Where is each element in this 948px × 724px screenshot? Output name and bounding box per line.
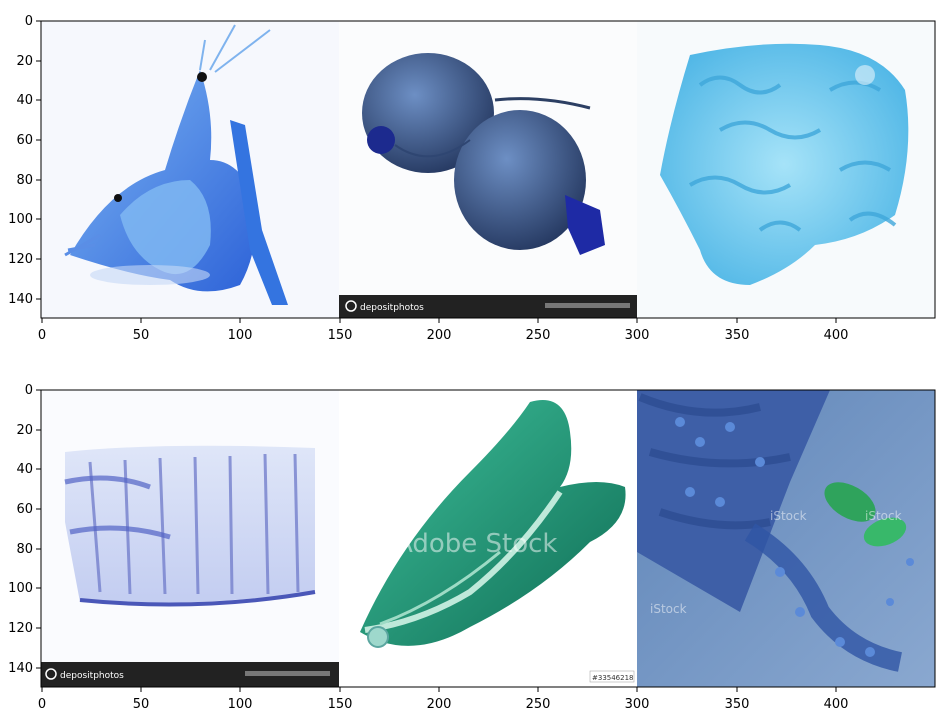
y-tick-label: 60 [16, 133, 33, 148]
y-tick-label: 80 [16, 173, 33, 188]
x-tick-label: 350 [725, 697, 750, 712]
x-axis: 0 50 100 150 200 250 300 350 400 [38, 687, 849, 712]
y-tick-label: 140 [8, 661, 33, 676]
x-tick-label: 0 [38, 697, 46, 712]
x-tick-label: 400 [824, 697, 849, 712]
top-axes: depositphotos 0 20 40 60 80 10 [8, 14, 936, 343]
x-axis: 0 50 100 150 200 250 300 350 400 [38, 318, 849, 343]
y-tick-label: 60 [16, 502, 33, 517]
x-tick-label: 150 [328, 697, 353, 712]
y-tick-label: 0 [25, 383, 33, 398]
x-tick-label: 200 [427, 697, 452, 712]
bottom-panel: depositphotos Adobe Stock #33546218 [0, 362, 948, 724]
x-tick-label: 250 [526, 328, 551, 343]
watermark-depositphotos: depositphotos [60, 671, 124, 681]
ribs-image: depositphotos [41, 390, 339, 687]
watermark-istock: iStock [770, 509, 807, 523]
y-tick-label: 20 [16, 423, 33, 438]
x-tick-label: 100 [228, 697, 253, 712]
y-tick-label: 40 [16, 462, 33, 477]
top-panel: depositphotos 0 20 40 60 80 10 [8, 14, 936, 343]
y-tick-label: 20 [16, 54, 33, 69]
pasta-image [637, 21, 935, 318]
y-tick-label: 80 [16, 542, 33, 557]
y-axis: 0 20 40 60 80 100 120 140 [8, 383, 41, 676]
x-tick-label: 100 [228, 328, 253, 343]
watermark-istock: iStock [650, 602, 687, 616]
x-tick-label: 300 [625, 697, 650, 712]
axes-frame [40, 389, 936, 688]
x-tick-label: 50 [133, 328, 150, 343]
stock-id: #33546218 [592, 674, 634, 682]
x-tick-label: 0 [38, 328, 46, 343]
x-tick-label: 150 [328, 328, 353, 343]
y-axis: 0 20 40 60 80 100 120 140 [8, 14, 41, 307]
watermark-istock: iStock [865, 509, 902, 523]
y-tick-label: 140 [8, 292, 33, 307]
x-tick-label: 50 [133, 697, 150, 712]
x-tick-label: 300 [625, 328, 650, 343]
y-tick-label: 120 [8, 621, 33, 636]
shrimp-image [41, 21, 339, 318]
axes-frame [40, 20, 936, 319]
lettuce-image: Adobe Stock #33546218 [339, 390, 637, 687]
watermark-depositphotos: depositphotos [360, 303, 424, 313]
y-tick-label: 40 [16, 93, 33, 108]
x-tick-label: 200 [427, 328, 452, 343]
y-tick-label: 100 [8, 581, 33, 596]
watermark-adobe: Adobe Stock [395, 529, 557, 559]
bottom-axes: depositphotos Adobe Stock #33546218 [8, 383, 936, 712]
x-tick-label: 400 [824, 328, 849, 343]
y-tick-label: 0 [25, 14, 33, 29]
beetroot-image: depositphotos [339, 21, 637, 318]
x-tick-label: 350 [725, 328, 750, 343]
lentils-image: iStock iStock iStock [637, 390, 935, 687]
y-tick-label: 120 [8, 252, 33, 267]
y-tick-label: 100 [8, 212, 33, 227]
x-tick-label: 250 [526, 697, 551, 712]
